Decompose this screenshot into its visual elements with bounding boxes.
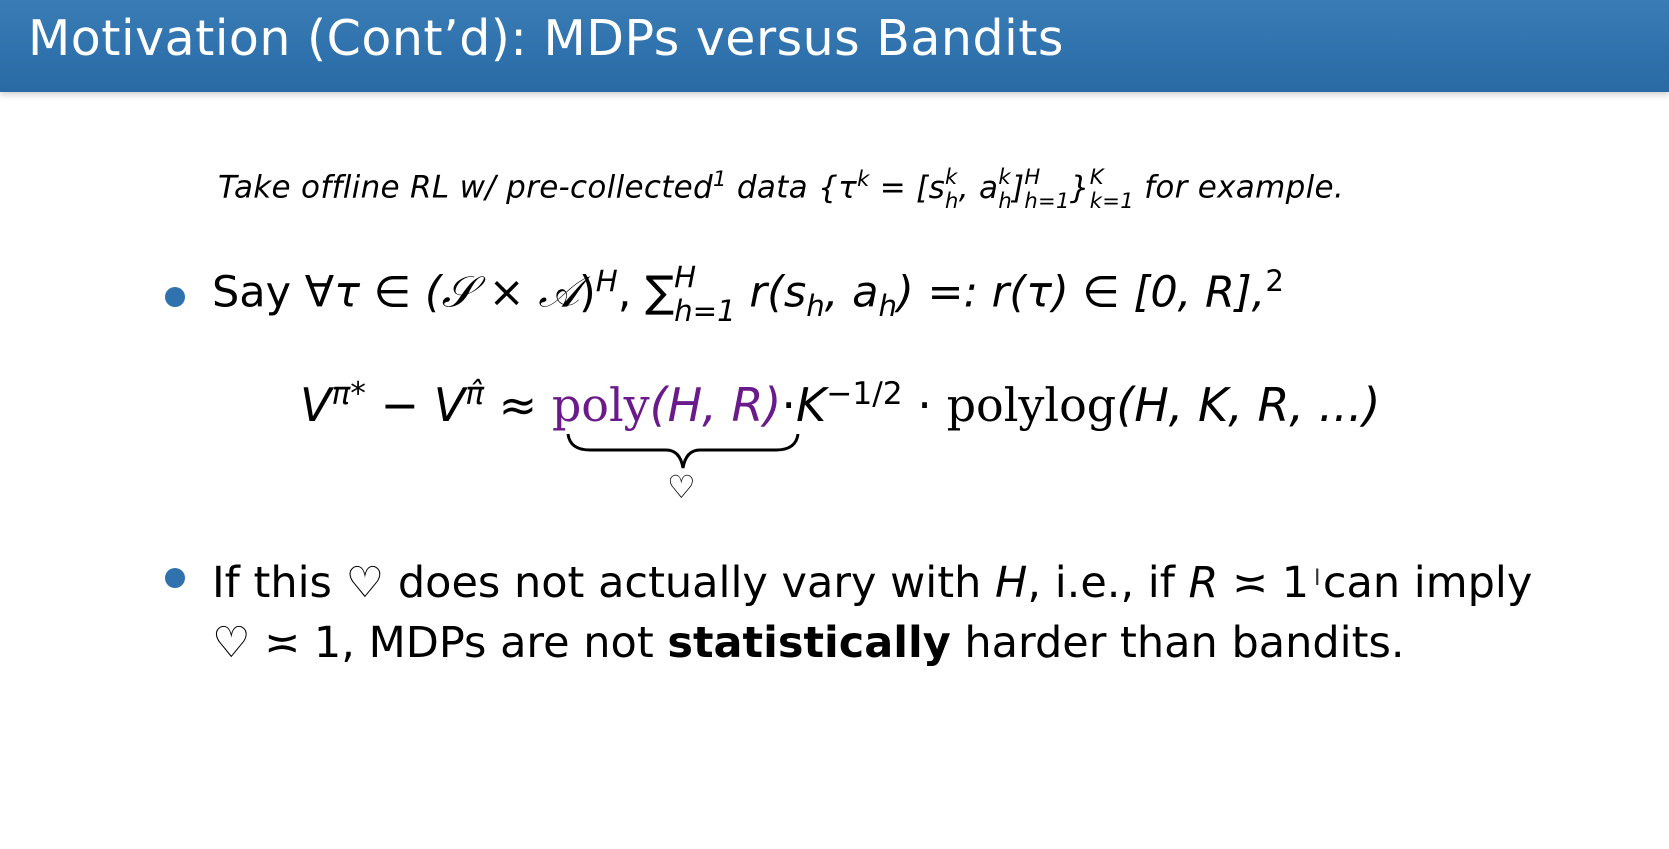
main-formula: Vπ* − Vπ̂ ≈ poly(H, R)·K−1/2 · polylog(H… <box>300 378 1380 432</box>
inner-up: H <box>1024 163 1041 189</box>
intro-data-word: data <box>726 169 819 206</box>
poly-term: poly(H, R) <box>552 378 782 432</box>
pi-hat-sup: π̂ <box>465 375 485 412</box>
times-sign: × <box>474 267 539 318</box>
intro-line: Take offline RL w/ pre-collected1 data {… <box>218 163 1345 214</box>
outer-dn: k=1 <box>1089 188 1134 214</box>
horizon-sup: H <box>595 263 618 298</box>
minus-sign: − <box>365 378 434 432</box>
sum-dn: h=1 <box>674 293 736 328</box>
pi-star-sup: π* <box>331 375 366 412</box>
bullet-2-text: If this ♡ does not actually vary with H,… <box>212 553 1532 673</box>
polylog-args: (H, K, R, ...) <box>1116 378 1381 432</box>
slide-title: Motivation (Cont’d): MDPs versus Bandits <box>28 10 1064 67</box>
k-exponent: −1/2 <box>826 375 903 412</box>
a-h: h <box>998 188 1012 214</box>
s-k: k <box>945 163 958 189</box>
b2-reward: R <box>1188 558 1219 608</box>
s-h: h <box>945 188 959 214</box>
sum-up: H <box>674 260 697 295</box>
title-bar: Motivation (Cont’d): MDPs versus Bandits <box>0 0 1669 92</box>
say-word: Say <box>212 267 305 318</box>
sh-sub: h <box>806 288 825 323</box>
sum-sign: ∑ <box>645 267 675 318</box>
comma: , <box>617 267 646 318</box>
heart-icon-inline: ♡ <box>345 558 385 608</box>
footnote-1: 1 <box>713 165 727 191</box>
b2-horizon: H <box>995 558 1028 608</box>
value-optimal: V <box>300 378 332 432</box>
reward-mid: , a <box>824 267 879 318</box>
close-paren: ) <box>579 267 596 318</box>
value-learned: V <box>433 378 466 432</box>
poly-word: poly <box>551 378 650 432</box>
text-cursor-icon: I <box>1314 566 1321 591</box>
bullet-marker-1 <box>165 287 185 307</box>
intro-pre: Take offline RL w/ pre-collected <box>218 169 714 206</box>
reward-tail: ) =: r(τ) ∈ [0, R], <box>897 267 1266 318</box>
outer-up: K <box>1089 163 1104 189</box>
b2-text-c: , i.e., if <box>1027 558 1189 608</box>
b2-bold-word: statistically <box>667 618 951 668</box>
b2-text-b: does not actually vary with <box>384 558 996 608</box>
underbrace <box>566 433 800 469</box>
footnote-2: 2 <box>1265 263 1284 298</box>
tau-sup: k <box>857 165 870 191</box>
intro-post: for example. <box>1133 169 1345 206</box>
poly-args: (H, R) <box>649 378 782 432</box>
inner-dn: h=1 <box>1024 188 1070 214</box>
bullet-marker-2 <box>165 568 185 588</box>
heart-icon: ♡ <box>667 468 696 506</box>
polylog-word: polylog <box>946 378 1117 432</box>
approx-sign: ≈ <box>484 378 552 432</box>
dot-1: · <box>781 378 796 432</box>
heart-icon-line2: ♡ <box>212 618 251 668</box>
b2-text-d: ≍ 1 can imply <box>1218 558 1533 608</box>
action-space: 𝒜 <box>538 267 579 318</box>
state-space: 𝒮 <box>441 267 475 318</box>
reward-expr: r(s <box>735 267 807 318</box>
ah-sub: h <box>878 288 897 323</box>
b2-text-e: ≍ 1, MDPs are not <box>250 618 668 668</box>
k-term: K <box>796 378 827 432</box>
b2-text-a: If this <box>212 558 346 608</box>
dot-2: · <box>902 378 947 432</box>
b2-text-f: harder than bandits. <box>950 618 1405 668</box>
a-k: k <box>998 163 1011 189</box>
forall-expr: ∀τ ∈ ( <box>304 267 442 318</box>
